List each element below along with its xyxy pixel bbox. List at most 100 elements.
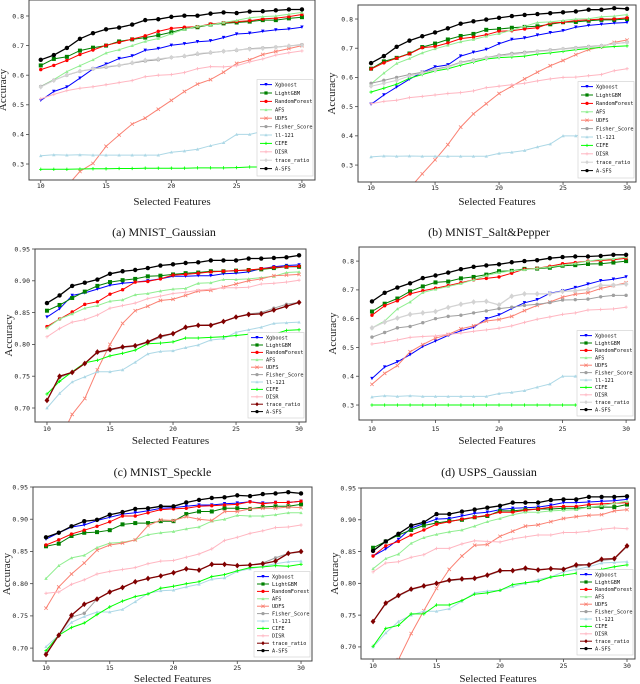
legend-entry: ll-121 — [581, 135, 615, 141]
legend-label: UDFS — [275, 116, 288, 122]
legend-label: ll-121 — [266, 380, 285, 386]
data-point-marker — [471, 299, 477, 305]
y-tick-label: 0.7 — [342, 286, 354, 294]
data-point-marker — [549, 575, 553, 579]
data-point-marker — [534, 258, 540, 263]
data-point-marker — [497, 403, 501, 407]
data-point-marker — [460, 598, 464, 603]
data-point-marker — [69, 612, 74, 619]
legend-label: A-SFS — [266, 409, 282, 415]
data-point-marker — [484, 55, 489, 61]
data-point-marker — [209, 287, 213, 291]
x-tick-label: 20 — [495, 425, 503, 433]
data-point-marker — [395, 299, 400, 303]
data-point-marker — [235, 502, 239, 507]
data-point-marker — [82, 280, 87, 285]
data-point-marker — [143, 48, 147, 53]
x-tick-label: 15 — [106, 425, 114, 433]
data-point-marker — [234, 333, 238, 338]
data-point-marker — [221, 258, 226, 263]
legend-label: trace_ratio — [272, 641, 306, 647]
data-point-marker — [395, 198, 398, 201]
legend-entry: CIFE — [580, 385, 608, 391]
data-point-marker — [535, 49, 540, 55]
data-point-marker — [510, 37, 514, 42]
data-point-marker — [458, 40, 463, 44]
legend-label: ll-121 — [595, 378, 614, 384]
data-point-marker — [44, 300, 50, 306]
data-point-marker — [497, 42, 501, 46]
x-tick-label: 10 — [367, 184, 375, 192]
legend-entry: trace_ratio — [581, 160, 630, 166]
data-point-marker — [396, 531, 401, 536]
data-point-marker — [274, 53, 278, 57]
data-point-marker — [273, 506, 278, 511]
data-point-marker — [574, 530, 578, 535]
data-point-marker — [421, 403, 425, 407]
x-tick-label: 30 — [297, 664, 305, 672]
data-point-marker — [584, 610, 588, 614]
data-point-marker — [384, 626, 388, 631]
data-point-marker — [146, 532, 150, 537]
data-point-marker — [273, 556, 278, 560]
data-point-marker — [522, 24, 527, 28]
data-point-marker — [625, 560, 629, 564]
data-point-marker — [484, 309, 489, 313]
data-point-marker — [460, 542, 464, 546]
legend-entry: AFS — [251, 358, 275, 364]
data-point-marker — [171, 504, 176, 509]
data-point-marker — [235, 506, 240, 511]
data-point-marker — [586, 17, 591, 21]
legend: Xgboost LightGBM RandomForest AFS UDFS Fisher… — [256, 79, 314, 177]
data-point-marker — [143, 17, 148, 23]
data-point-marker — [95, 277, 100, 282]
data-point-marker — [408, 403, 412, 407]
y-tick-label: 0.95 — [14, 245, 30, 253]
data-point-marker — [625, 499, 629, 503]
data-point-marker — [104, 82, 108, 87]
data-point-marker — [523, 500, 528, 505]
data-point-marker — [196, 343, 200, 347]
data-point-marker — [264, 116, 268, 121]
data-point-marker — [408, 335, 412, 340]
data-point-marker — [484, 403, 489, 407]
data-point-marker — [484, 154, 488, 158]
legend-label: Xgboost — [595, 333, 617, 339]
data-point-marker — [95, 524, 99, 529]
data-point-marker — [133, 565, 137, 570]
data-point-marker — [273, 558, 278, 564]
data-point-marker — [107, 280, 112, 285]
data-point-marker — [369, 67, 373, 71]
data-point-marker — [120, 269, 125, 274]
data-point-marker — [421, 394, 425, 398]
legend-label: LightGBM — [596, 93, 621, 99]
data-point-marker — [297, 270, 301, 274]
data-point-marker — [117, 153, 121, 157]
data-point-marker — [83, 317, 87, 322]
data-point-marker — [43, 535, 49, 540]
data-point-marker — [599, 14, 604, 19]
data-point-marker — [584, 363, 588, 368]
x-tick-label: 15 — [431, 184, 439, 192]
data-point-marker — [407, 154, 412, 158]
data-point-marker — [485, 542, 490, 547]
data-point-marker — [297, 320, 301, 324]
data-point-marker — [44, 591, 48, 596]
data-point-marker — [273, 18, 278, 23]
data-point-marker — [64, 45, 70, 51]
data-point-marker — [264, 83, 268, 87]
data-point-marker — [234, 286, 238, 290]
data-point-marker — [370, 618, 376, 625]
data-point-marker — [195, 50, 200, 57]
legend-label: UDFS — [595, 363, 608, 369]
data-point-marker — [522, 268, 527, 272]
data-point-marker — [235, 535, 239, 539]
data-point-marker — [222, 538, 227, 543]
data-point-marker — [108, 342, 112, 347]
y-tick-label: 0.75 — [340, 611, 356, 619]
chart-3: 10 15 20 25 30 0.3 0.4 0.5 0.6 0.7 0.8 Selected Fea… — [327, 246, 636, 479]
data-point-marker — [91, 58, 95, 62]
data-point-marker — [511, 582, 515, 587]
data-point-marker — [535, 145, 540, 149]
data-point-marker — [183, 290, 188, 294]
